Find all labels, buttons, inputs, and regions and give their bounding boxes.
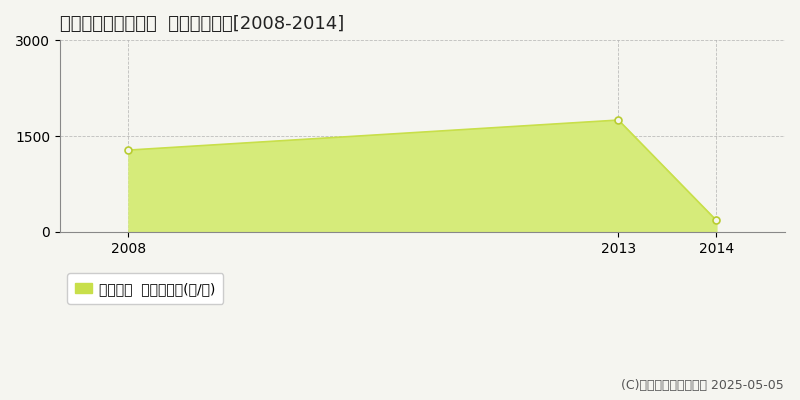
Text: 新冠郡新冠町大狩部  林地価格推移[2008-2014]: 新冠郡新冠町大狩部 林地価格推移[2008-2014] xyxy=(60,15,344,33)
Legend: 林地価格  平均坪単価(円/坪): 林地価格 平均坪単価(円/坪) xyxy=(66,274,223,304)
Text: (C)土地価格ドットコム 2025-05-05: (C)土地価格ドットコム 2025-05-05 xyxy=(622,379,784,392)
